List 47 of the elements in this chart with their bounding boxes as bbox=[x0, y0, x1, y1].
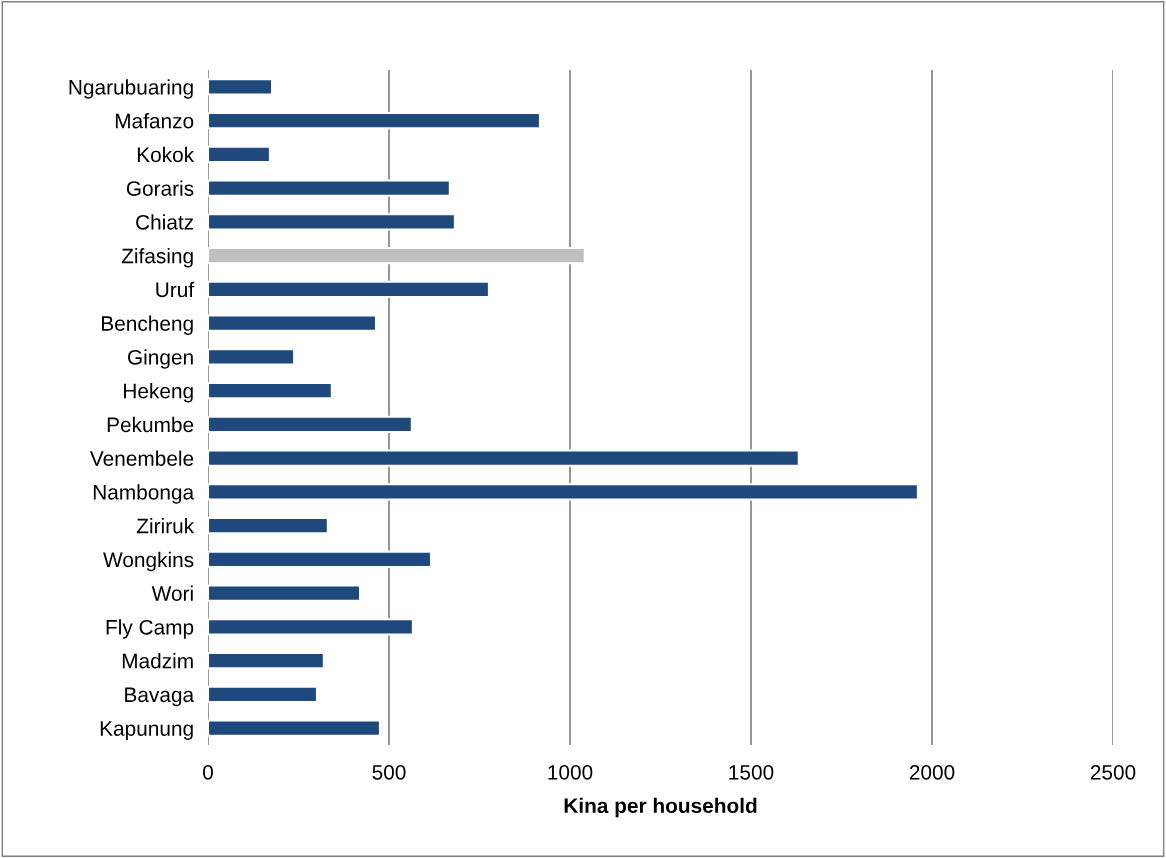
bar bbox=[208, 719, 381, 737]
y-tick-label: Madzim bbox=[122, 653, 193, 669]
bar bbox=[208, 280, 490, 299]
y-tick-label: Bavaga bbox=[125, 687, 195, 707]
bar bbox=[208, 314, 378, 332]
y-tick-label: Venembele bbox=[89, 450, 194, 466]
bar bbox=[208, 651, 325, 670]
y-tick-label: Pekumbe bbox=[107, 416, 194, 433]
y-tick-label: Uruf bbox=[156, 281, 195, 298]
y-tick-label: Kokok bbox=[137, 146, 195, 163]
x-tick-label: 1500 bbox=[729, 764, 774, 780]
y-tick-label: Gingen bbox=[127, 349, 193, 369]
y-tick-label: Mafanzo bbox=[115, 113, 194, 129]
y-tick-label: Fly Camp bbox=[106, 619, 194, 639]
bar bbox=[208, 213, 456, 231]
y-tick-label: Hekeng bbox=[124, 383, 193, 403]
x-axis-title: Kina per household bbox=[564, 797, 757, 818]
y-tick-label: Goraris bbox=[126, 180, 194, 196]
bar bbox=[208, 550, 433, 569]
y-tick-label: Zifasing bbox=[121, 248, 193, 268]
bar bbox=[208, 618, 414, 636]
y-tick-label: Nambonga bbox=[93, 484, 195, 504]
x-tick-label: 2000 bbox=[909, 764, 955, 780]
bar bbox=[208, 415, 413, 434]
bar bbox=[208, 516, 329, 535]
bar bbox=[208, 179, 451, 197]
bar bbox=[208, 246, 586, 265]
y-tick-label: Bencheng bbox=[102, 315, 193, 335]
bar bbox=[208, 111, 541, 130]
bar bbox=[208, 483, 919, 501]
x-tick-label: 2500 bbox=[1090, 764, 1136, 780]
x-tick-label: 500 bbox=[372, 764, 406, 780]
y-tick-label: Kapunung bbox=[100, 721, 193, 740]
bar bbox=[208, 685, 318, 704]
bar bbox=[208, 348, 296, 366]
bar bbox=[208, 381, 333, 400]
y-tick-label: Ngarubuaring bbox=[69, 79, 193, 99]
bar bbox=[208, 145, 271, 164]
bar bbox=[208, 78, 274, 96]
y-tick-label: Chiatz bbox=[136, 214, 194, 230]
x-tick-label: 1000 bbox=[548, 764, 593, 780]
y-tick-label: Wongkins bbox=[103, 551, 194, 572]
x-tick-label: 0 bbox=[203, 764, 213, 780]
y-tick-label: Wori bbox=[151, 585, 193, 601]
bar bbox=[208, 449, 800, 467]
y-tick-label: Ziriruk bbox=[136, 518, 195, 534]
bar bbox=[208, 584, 362, 602]
